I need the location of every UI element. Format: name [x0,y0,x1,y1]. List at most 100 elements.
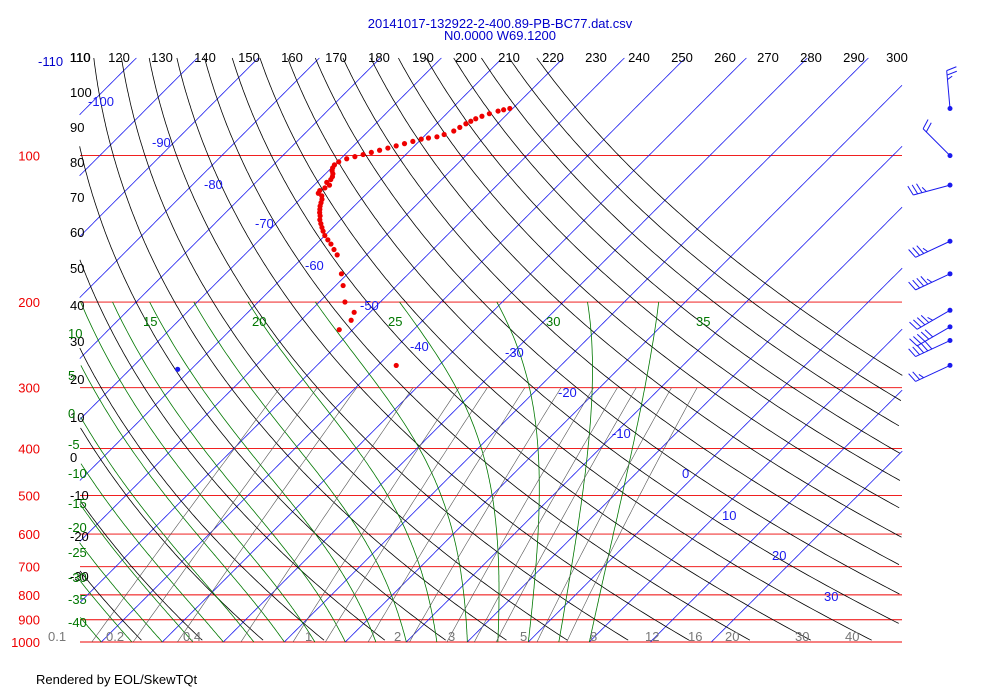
wind-barb-staff [922,128,951,156]
top-axis-tick-label: 200 [455,50,477,65]
wind-barb-feather [908,373,916,382]
moist-adiabat-line [149,301,377,643]
wind-barb-feather [908,348,916,357]
dry-adiabat-line [79,570,142,641]
top-axis-tick-label: 280 [800,50,822,65]
moist-adiabat-label: -20 [68,520,87,535]
moist-adiabat-label: 5 [68,368,75,383]
wind-barb-feather [920,276,929,285]
mixing-ratio-line [91,387,281,643]
wind-barb-feather [908,249,916,258]
isotherm-label: 20 [772,548,786,563]
dry-adiabat-line [425,57,901,481]
dry-adiabat-line [148,57,629,641]
dry-adiabat-line [176,57,690,641]
isotherm-line [528,267,903,643]
temperature-point [320,228,326,234]
moist-adiabat-top-label: 30 [546,314,560,329]
dry-adiabat-line [80,501,203,641]
dewpoint-point [175,366,181,372]
dry-adiabat-label: -10 [70,488,89,503]
temperature-point [501,107,507,113]
isotherm-line [589,328,903,643]
dry-adiabat-label: 40 [70,298,84,313]
mixing-ratio-label: 16 [688,629,702,644]
wind-barb-feather [947,75,953,80]
trace-layer [175,105,513,372]
wind-barb-feather [946,66,957,72]
wind-barb [909,324,953,347]
pressure-tick-label: 200 [18,295,40,310]
wind-barb-feather [916,333,926,342]
mixing-ratio-layer [91,387,698,643]
mixing-ratio-line [325,387,488,643]
temperature-point [385,145,391,151]
mixing-ratio-label: 5 [520,629,527,644]
isotherm-label: 0 [682,466,689,481]
mixing-ratio-label: 3 [448,629,455,644]
dry-adiabat-line [370,57,902,538]
wind-barb-staff [915,340,951,358]
dry-adiabat-line [508,57,902,401]
isotherm-line [101,57,686,643]
isotherm-label: -90 [152,135,171,150]
mixing-ratio-line [177,387,357,643]
dry-adiabat-line [481,57,900,427]
wind-barb-staff [915,273,951,291]
mixing-ratio-label: 2 [394,629,401,644]
isotherm-line [79,57,442,420]
moist-adiabat-label: 0 [68,406,75,421]
isotherm-line [79,57,198,176]
moist-adiabat-label: -10 [68,466,87,481]
pressure-tick-label: 600 [18,527,40,542]
isotherm-line [79,57,564,542]
moist-adiabat-label: -15 [68,496,87,511]
wind-barb-layer [907,66,957,382]
isotherm-line [223,57,808,643]
wind-barb [946,66,957,111]
mixing-ratio-label: 40 [845,629,859,644]
mixing-ratio-line [474,387,618,643]
wind-barb [907,182,953,196]
temperature-point [328,176,334,183]
isotherm-label: -100 [88,94,114,109]
moist-adiabat-line [112,301,346,643]
top-axis-tick-label: 120 [108,50,130,65]
mixing-ratio-line [446,387,594,643]
temperature-point [479,113,485,119]
mixing-ratio-line [536,387,672,643]
top-axis-tick-label: 150 [238,50,260,65]
isotherm-line [79,57,320,298]
wind-barb-staff [913,184,951,196]
wind-barb-staff [916,326,951,347]
moist-adiabat-line [80,417,255,643]
top-axis-tick-label: 230 [585,50,607,65]
wind-barb-feather [912,346,921,356]
isotherm-line [345,85,903,643]
temperature-point [393,143,399,149]
moist-adiabat-line [588,301,660,643]
moist-adiabat-line [314,301,468,642]
temperature-point [331,246,337,253]
temperature-point [410,138,416,145]
top-axis-tick-label: 170 [325,50,347,65]
wind-barb-feather [920,342,929,352]
top-axis-tick-label: 220 [542,50,564,65]
isotherm-line [79,57,503,481]
isotherm-line [406,146,903,643]
mixing-ratio-label: 8 [590,629,597,644]
isotherm-label: -40 [410,339,429,354]
wind-barb-feather [924,340,933,350]
wind-barb-feather [921,187,927,192]
temperature-point [325,237,331,243]
moist-adiabat-label: -30 [68,570,87,585]
wind-barb-feather [913,336,922,345]
temperature-point [352,154,358,160]
mixing-ratio-label: 12 [645,629,659,644]
wind-barb-feather [927,317,933,321]
wind-barb [909,307,953,330]
isotherm-label: -70 [255,216,274,231]
dry-adiabat-label: 30 [70,334,84,349]
top-axis-tick-label: 240 [628,50,650,65]
wind-barb-feather [946,70,957,76]
